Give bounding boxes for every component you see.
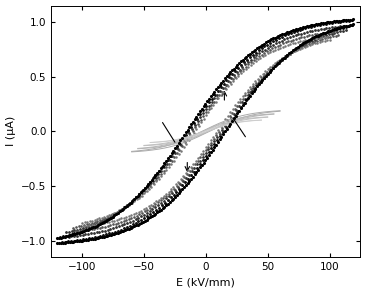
Y-axis label: I (μA): I (μA) — [5, 116, 16, 146]
X-axis label: E (kV/mm): E (kV/mm) — [176, 277, 235, 287]
